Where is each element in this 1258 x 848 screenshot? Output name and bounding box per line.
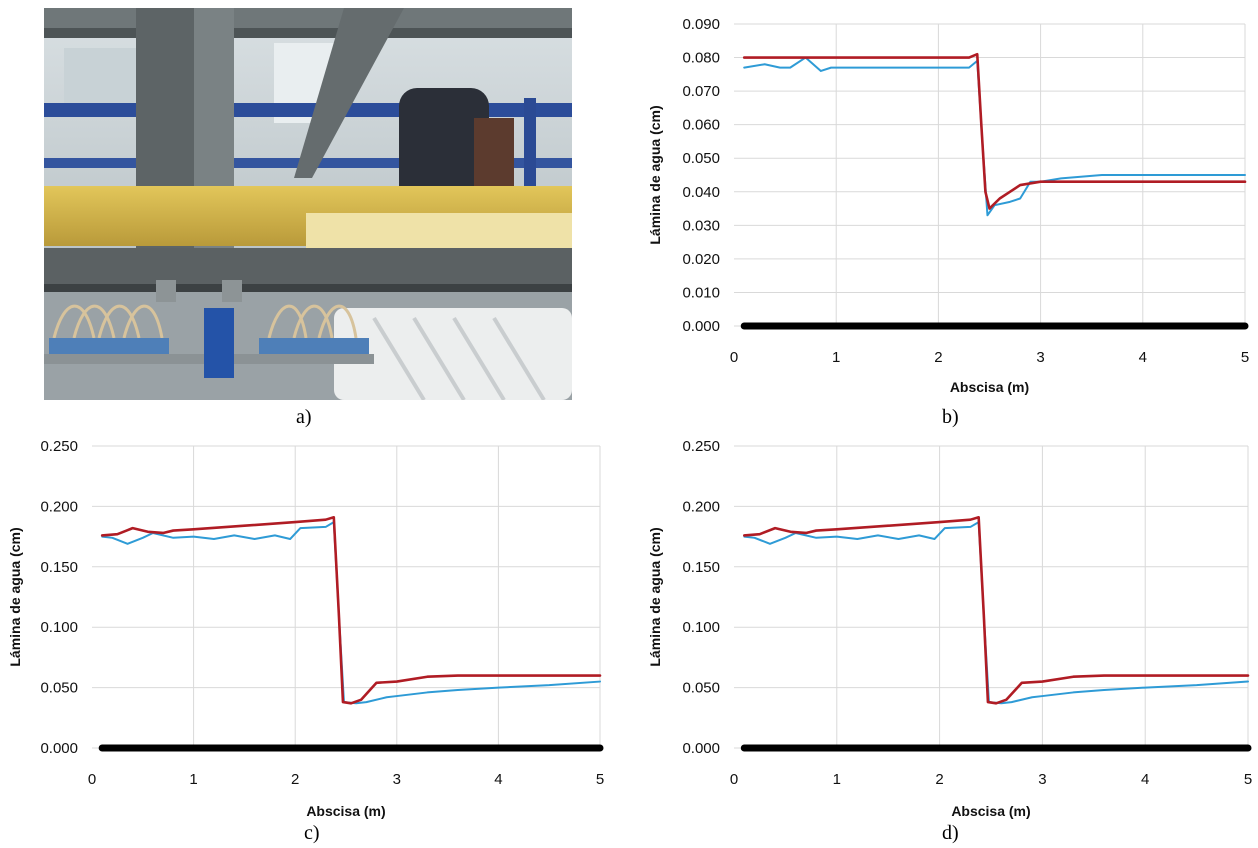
x-axis-title: Abscisa (m)	[306, 803, 385, 819]
y-tick-label: 0.000	[682, 318, 720, 335]
chart-c: 0 1 2 3 4 5 0.000 0.050 0.100 0.150 0.200 0.250 Absc…	[0, 432, 615, 828]
y-tick-label: 0.050	[40, 680, 78, 697]
x-tick-label: 0	[88, 771, 96, 788]
x-axis-title: Abscisa (m)	[951, 803, 1030, 819]
y-tick-label: 0.250	[682, 438, 720, 455]
y-tick-label: 0.020	[682, 251, 720, 268]
panel-label-b: b)	[942, 406, 959, 428]
y-tick-label: 0.030	[682, 217, 720, 234]
y-tick-label: 0.050	[682, 150, 720, 167]
x-tick-label: 3	[1038, 771, 1046, 788]
x-axis-title: Abscisa (m)	[950, 379, 1029, 395]
panel-label-a: a)	[296, 406, 312, 428]
y-tick-label: 0.150	[40, 559, 78, 576]
panel-label-c: c)	[304, 822, 320, 844]
y-tick-label: 0.250	[40, 438, 78, 455]
chart-d: 0 1 2 3 4 5 0.000 0.050 0.100 0.150 0.200 0.250 Absc…	[640, 432, 1255, 828]
x-tick-label: 4	[1141, 771, 1149, 788]
y-tick-label: 0.070	[682, 83, 720, 100]
x-tick-label: 3	[1036, 349, 1044, 366]
x-tick-label: 1	[832, 349, 840, 366]
x-tick-label: 5	[596, 771, 604, 788]
chart-b: 0 1 2 3 4 5 0.000 0.010 0.020 0.030 0.040 0.050 0.06…	[640, 8, 1255, 408]
x-tick-label: 2	[934, 349, 942, 366]
y-tick-label: 0.100	[682, 619, 720, 636]
y-tick-label: 0.060	[682, 117, 720, 134]
y-tick-label: 0.000	[40, 740, 78, 757]
chart-d-svg: 0 1 2 3 4 5 0.000 0.050 0.100 0.150 0.200 0.250 Absc…	[647, 438, 1252, 819]
x-tick-label: 0	[730, 771, 738, 788]
y-tick-label: 0.080	[682, 50, 720, 67]
y-axis-title: Lámina de agua (cm)	[647, 105, 663, 244]
y-tick-label: 0.090	[682, 16, 720, 33]
panel-label-d: d)	[942, 822, 959, 844]
y-tick-label: 0.150	[682, 559, 720, 576]
x-tick-label: 4	[494, 771, 502, 788]
series-line-measured	[743, 521, 1249, 705]
series-line-simulated	[742, 515, 1250, 705]
chart-c-svg: 0 1 2 3 4 5 0.000 0.050 0.100 0.150 0.200 0.250 Absc…	[7, 438, 604, 819]
y-tick-label: 0.000	[682, 740, 720, 757]
series-line-simulated	[742, 52, 1247, 210]
x-tick-label: 5	[1244, 771, 1252, 788]
y-tick-label: 0.040	[682, 184, 720, 201]
x-tick-label: 5	[1241, 349, 1249, 366]
series-line-measured	[101, 521, 601, 705]
x-tick-label: 2	[291, 771, 299, 788]
y-tick-label: 0.200	[40, 498, 78, 515]
x-tick-label: 0	[730, 349, 738, 366]
y-tick-label: 0.050	[682, 680, 720, 697]
y-tick-label: 0.010	[682, 284, 720, 301]
laboratory-flume-photo-icon	[44, 8, 572, 400]
chart-b-svg: 0 1 2 3 4 5 0.000 0.010 0.020 0.030 0.040 0.050 0.06…	[647, 16, 1249, 395]
x-tick-label: 2	[935, 771, 943, 788]
y-axis-title: Lámina de agua (cm)	[7, 527, 23, 666]
x-tick-label: 3	[393, 771, 401, 788]
x-tick-label: 1	[833, 771, 841, 788]
x-tick-label: 4	[1139, 349, 1147, 366]
y-tick-label: 0.200	[682, 498, 720, 515]
flume-photo	[44, 8, 572, 400]
y-tick-label: 0.100	[40, 619, 78, 636]
y-axis-title: Lámina de agua (cm)	[647, 527, 663, 666]
x-tick-label: 1	[189, 771, 197, 788]
series-line-simulated	[100, 515, 602, 705]
